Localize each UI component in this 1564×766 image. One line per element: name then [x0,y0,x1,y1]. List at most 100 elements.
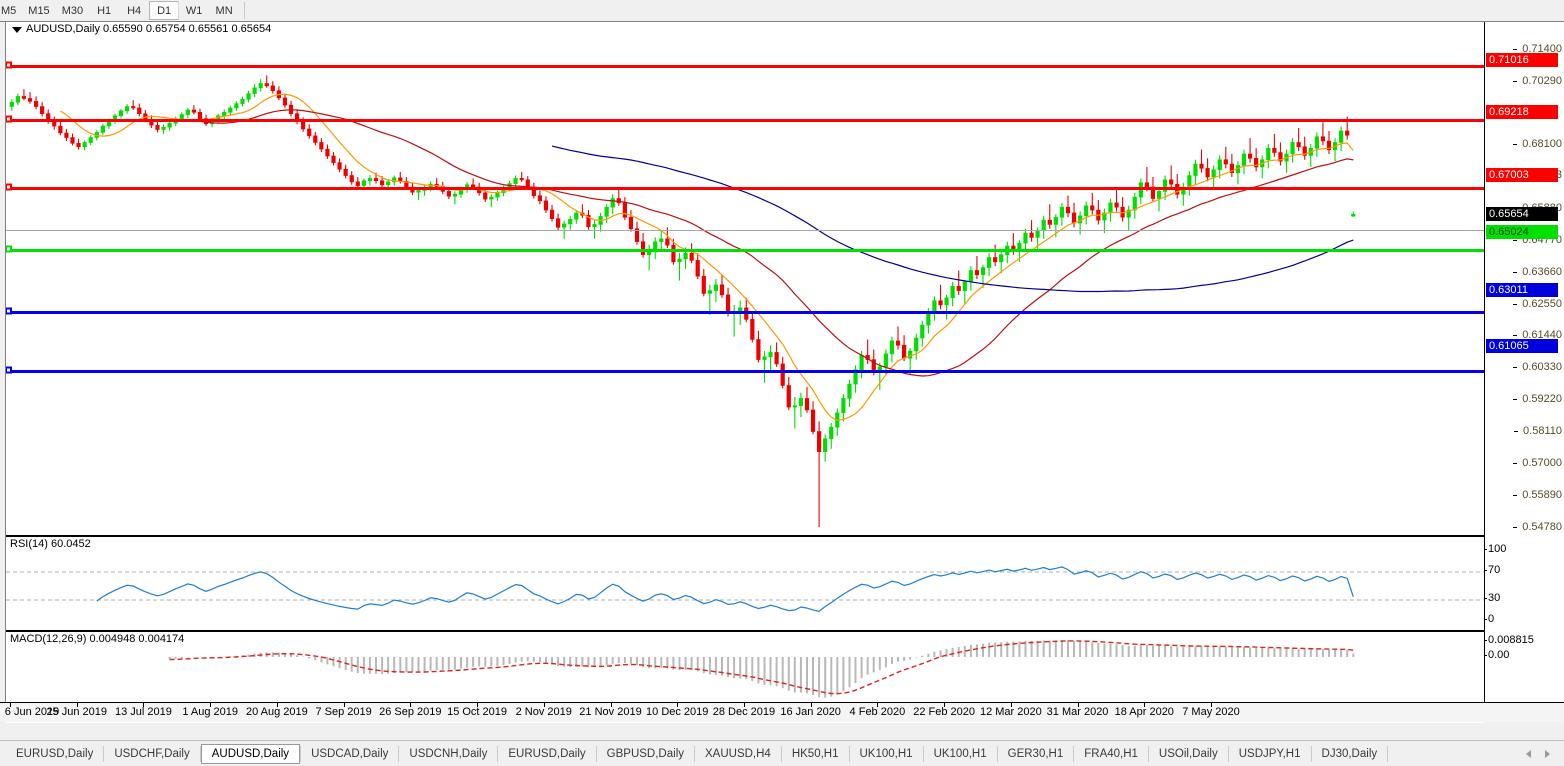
symbol-tab-eurusd-daily[interactable]: EURUSD,Daily [508,747,586,760]
tab-separator [780,745,782,762]
time-label: 15 Oct 2019 [447,706,508,718]
symbol-tab-usdcad-daily[interactable]: USDCAD,Daily [311,747,389,760]
time-tick [1211,703,1212,707]
rsi-tick: 0 [1484,613,1494,625]
symbol-tab-hk50-h1[interactable]: HK50,H1 [791,747,839,760]
price-label-065654[interactable]: 0.65654 [1486,207,1558,222]
symbol-tab-eurusd-daily[interactable]: EURUSD,Daily [16,747,94,760]
time-tick [143,703,145,707]
price-tick: 0.61440 [1513,329,1562,341]
time-tick [877,703,879,707]
tab-scroll-left-icon[interactable] [1526,749,1531,758]
time-label: 20 Aug 2019 [245,706,308,718]
time-tick [677,703,679,707]
time-tick [944,703,946,707]
tab-separator [1227,745,1229,762]
time-label: 7 May 2020 [1182,706,1240,718]
price-label-071016[interactable]: 0.71016 [1486,53,1558,68]
tab-separator [497,745,499,762]
price-label-063011[interactable]: 0.63011 [1486,283,1558,298]
price-pane-title: AUDUSD,Daily 0.65590 0.65754 0.65561 0.6… [26,23,272,35]
time-tick [343,703,345,707]
price-tick: 0.63660 [1513,266,1562,278]
symbol-tab-ger30-h1[interactable]: GER30,H1 [1007,747,1064,760]
time-tick [410,703,412,707]
symbol-tab-xauusd-h4[interactable]: XAUUSD,H4 [705,747,771,760]
symbol-tab-uk100-h1[interactable]: UK100,H1 [859,747,913,760]
timeframe-m15[interactable]: M15 [28,4,50,17]
price-tick: 0.59220 [1513,393,1562,405]
symbol-tab-bar[interactable]: EURUSD,Daily USDCHF,Daily AUDUSD,Daily USDC… [0,740,1564,766]
macd-tick: 0.00 [1484,649,1509,661]
time-tick [543,703,545,707]
tab-separator [1073,745,1075,762]
price-label-061065[interactable]: 0.61065 [1486,339,1558,354]
price-tick: 0.60330 [1513,361,1562,373]
timeframe-m30[interactable]: M30 [61,4,84,17]
chart-area[interactable]: AUDUSD,Daily 0.65590 0.65754 0.65561 0.6… [0,21,1564,723]
chart-left-gutter [0,22,6,722]
tab-separator [694,745,695,762]
symbol-tab-usdchf-daily[interactable]: USDCHF,Daily [114,747,190,760]
tab-separator [848,745,850,762]
timeframe-m5[interactable]: M5 [1,4,17,17]
tab-separator [199,745,201,762]
price-pane[interactable]: AUDUSD,Daily 0.65590 0.65754 0.65561 0.6… [6,22,1484,534]
tab-separator [398,745,400,762]
symbol-tab-usdcnh-daily[interactable]: USDCNH,Daily [409,747,488,760]
time-label: 10 Dec 2019 [646,706,709,718]
timeframe-d1[interactable]: D1 [149,1,180,20]
tab-separator [996,745,998,762]
time-label: 22 Feb 2020 [913,706,975,718]
macd-tick: 0.008815 [1484,634,1534,646]
time-label: 12 Mar 2020 [979,706,1042,718]
price-tick: 0.71400 [1513,43,1562,55]
time-label: 21 Nov 2019 [579,706,642,718]
symbol-tab-gbpusd-daily[interactable]: GBPUSD,Daily [606,747,684,760]
candlestick-series [9,75,1356,527]
timeframe-w1[interactable]: W1 [185,4,203,17]
time-tick [1144,703,1146,707]
price-label-069218[interactable]: 0.69218 [1486,104,1558,119]
timeframe-h4[interactable]: H4 [127,4,142,17]
tab-separator [103,745,105,762]
timeframe-h1[interactable]: H1 [97,4,112,17]
time-tick [10,703,11,707]
time-scale[interactable]: 6 Jun 2019 25 Jun 2019 13 Jul 2019 1 Aug 20… [0,702,1564,722]
chevron-down-icon[interactable] [12,27,22,33]
rsi-tick: 30 [1484,592,1500,604]
price-label-067003[interactable]: 0.67003 [1486,168,1558,183]
time-label: 25 Jun 2019 [46,706,107,718]
tab-scroll-right-icon[interactable] [1545,749,1550,758]
time-label: 16 Jan 2020 [780,706,841,718]
symbol-tab-usdjpy-h1[interactable]: USDJPY,H1 [1238,747,1301,760]
tab-separator [922,745,924,762]
time-label: 6 Jun 2019 [4,706,60,718]
symbol-tab-usoil-daily[interactable]: USOil,Daily [1158,747,1218,760]
timeframe-mn[interactable]: MN [215,4,233,17]
price-tick: 0.70290 [1513,75,1562,87]
time-tick [1077,703,1079,707]
time-tick [810,703,812,707]
symbol-tab-fra40-h1[interactable]: FRA40,H1 [1084,747,1138,760]
symbol-tab-uk100-h1[interactable]: UK100,H1 [933,747,987,760]
price-scale[interactable]: 0.714000.702900.681000.670030.658800.647… [1484,22,1564,722]
price-tick: 0.68100 [1513,138,1562,150]
macd-pane-title: MACD(12,26,9) 0.004948 0.004174 [10,633,185,645]
symbol-tab-dj30-daily[interactable]: DJ30,Daily [1321,747,1378,760]
rsi-pane[interactable]: RSI(14) 60.0452 [6,535,1484,628]
tab-separator [595,745,597,762]
price-tick: 0.55890 [1513,489,1562,501]
tab-separator [1310,745,1312,762]
price-plot [6,22,1484,534]
rsi-tick: 100 [1484,543,1506,555]
time-label: 7 Sep 2019 [315,706,372,718]
time-label: 26 Sep 2019 [379,706,442,718]
time-label: 1 Aug 2019 [182,706,238,718]
rsi-plot [6,537,1484,628]
time-label: 28 Dec 2019 [712,706,776,718]
symbol-tab-audusd-daily[interactable]: AUDUSD,Daily [200,743,301,764]
price-tick: 0.54780 [1513,521,1562,533]
price-label-065024[interactable]: 0.65024 [1486,225,1558,240]
